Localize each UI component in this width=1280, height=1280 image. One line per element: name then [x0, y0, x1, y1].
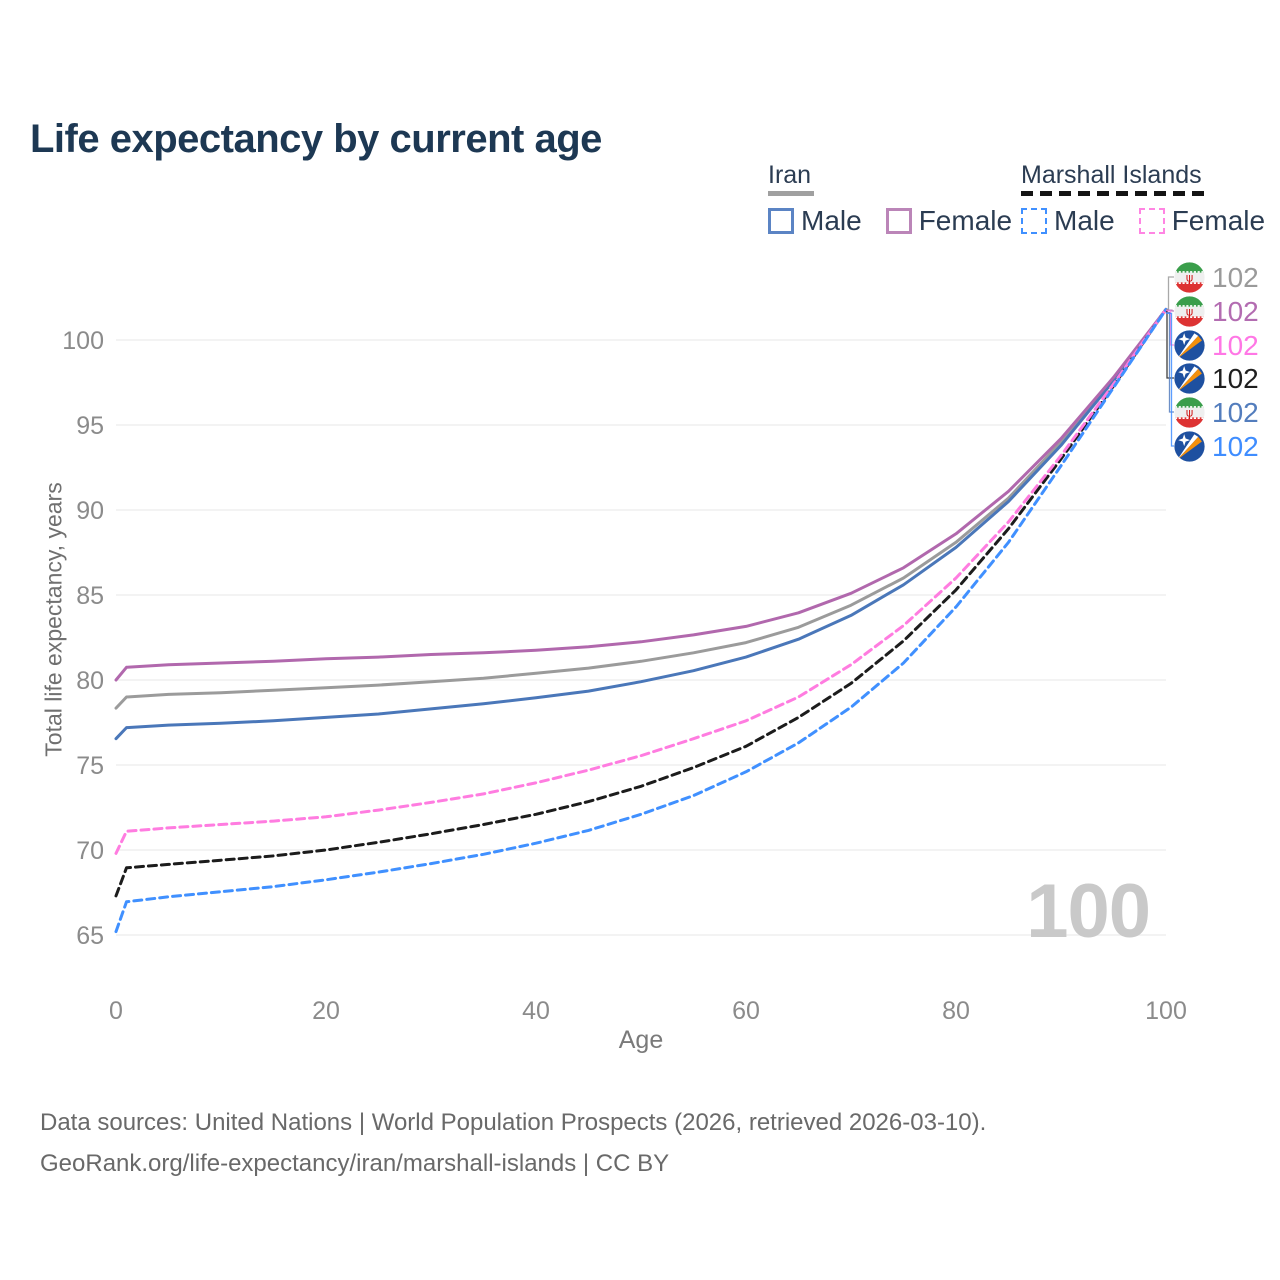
- legend-group-marshall-islands: Marshall Islands Male Female: [1021, 162, 1265, 237]
- x-tick-label-60: 60: [732, 997, 760, 1025]
- iran-solid-line-sample: [768, 191, 814, 196]
- marshall-islands-flag-icon: [1174, 330, 1205, 361]
- x-tick-label-0: 0: [109, 997, 123, 1025]
- legend-item-marshall-islands-male[interactable]: Male: [1021, 205, 1115, 237]
- y-tick-label-65: 65: [76, 922, 104, 950]
- y-tick-label-95: 95: [76, 412, 104, 440]
- iran-female-checkbox[interactable]: [885, 208, 912, 234]
- data-sources-line: Data sources: United Nations | World Pop…: [40, 1109, 987, 1136]
- series-line-iran-total: [114, 307, 1168, 710]
- x-tick-label-40: 40: [522, 997, 550, 1025]
- footer: Data sources: United Nations | World Pop…: [40, 1102, 986, 1184]
- legend-label: Male: [1054, 205, 1115, 236]
- y-tick-label-70: 70: [76, 837, 104, 865]
- series-line-iran-female: [114, 307, 1168, 682]
- legend-label: Female: [918, 205, 1013, 236]
- legend-group-title-marshall-islands: Marshall Islands: [1021, 161, 1202, 189]
- iran-flag-icon: [1174, 296, 1205, 327]
- y-tick-label-85: 85: [76, 582, 104, 610]
- endpoint-row-marshall-islands-total: 102: [1174, 362, 1259, 394]
- attribution-line: GeoRank.org/life-expectancy/iran/marshal…: [40, 1150, 670, 1177]
- x-tick-label-80: 80: [942, 997, 970, 1025]
- legend-label: Male: [801, 205, 862, 236]
- y-tick-label-75: 75: [76, 752, 104, 780]
- iran-flag-icon: [1174, 397, 1205, 428]
- endpoint-connector-2: [1166, 310, 1174, 346]
- legend-label: Female: [1171, 205, 1266, 236]
- series-line-marshall-islands-male: [114, 307, 1168, 934]
- legend-item-iran-male[interactable]: Male: [768, 205, 862, 237]
- iran-flag-icon: [1174, 262, 1205, 293]
- y-tick-label-100: 100: [62, 327, 104, 355]
- y-tick-label-80: 80: [76, 667, 104, 695]
- endpoint-value: 102: [1212, 430, 1259, 462]
- y-axis-title: Total life expectancy, years: [40, 482, 67, 757]
- marshall-islands-female-checkbox[interactable]: [1138, 208, 1165, 234]
- marshall-islands-flag-icon: [1174, 431, 1205, 462]
- endpoint-row-iran-male: 102: [1174, 396, 1259, 428]
- x-tick-label-100: 100: [1145, 997, 1187, 1025]
- endpoint-connector-5: [1166, 312, 1174, 447]
- legend-group-title-iran: Iran: [768, 161, 812, 189]
- series-line-marshall-islands-total: [114, 307, 1168, 898]
- endpoint-value: 102: [1212, 261, 1259, 293]
- marshall-islands-dashed-line-sample: [1021, 191, 1207, 196]
- hover-age-indicator: 100: [1026, 869, 1151, 954]
- endpoint-value: 102: [1212, 396, 1259, 428]
- y-tick-label-90: 90: [76, 497, 104, 525]
- endpoint-connector-0: [1166, 276, 1174, 311]
- endpoint-row-marshall-islands-male: 102: [1174, 430, 1259, 462]
- endpoint-row-marshall-islands-female: 102: [1174, 329, 1259, 361]
- endpoint-connector-3: [1166, 311, 1174, 379]
- endpoint-value: 102: [1212, 362, 1259, 394]
- x-tick-label-20: 20: [312, 997, 340, 1025]
- series-line-marshall-islands-female: [114, 307, 1168, 855]
- iran-male-checkbox[interactable]: [768, 208, 794, 234]
- x-axis-title: Age: [618, 1026, 664, 1054]
- endpoint-value: 102: [1212, 329, 1259, 361]
- marshall-islands-flag-icon: [1174, 363, 1205, 394]
- legend-group-iran: Iran Male Female: [768, 162, 1012, 237]
- page-title: Life expectancy by current age: [30, 116, 602, 161]
- endpoint-row-iran-total: 102: [1174, 261, 1259, 293]
- marshall-islands-male-checkbox[interactable]: [1021, 208, 1047, 234]
- series-line-iran-male: [114, 307, 1168, 741]
- legend-item-marshall-islands-female[interactable]: Female: [1138, 205, 1266, 237]
- legend-item-iran-female[interactable]: Female: [885, 205, 1013, 237]
- endpoint-value: 102: [1212, 295, 1259, 327]
- endpoint-connector-1: [1166, 309, 1174, 312]
- endpoint-row-iran-female: 102: [1174, 295, 1259, 327]
